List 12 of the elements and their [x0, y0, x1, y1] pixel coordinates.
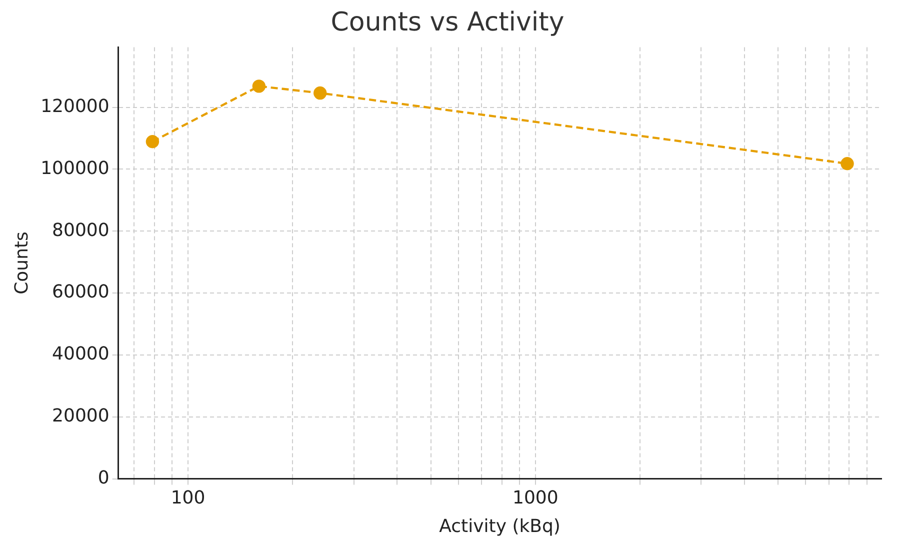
- y-tick-label: 80000: [52, 220, 110, 241]
- y-tick-label: 60000: [52, 282, 110, 303]
- x-tick-label: 1000: [512, 487, 558, 508]
- y-tick-label: 0: [98, 467, 110, 488]
- x-axis-title: Activity (kBq): [439, 516, 560, 537]
- chart-title: Counts vs Activity: [330, 7, 564, 38]
- y-tick-label: 120000: [40, 96, 110, 117]
- x-tick-label: 100: [170, 487, 206, 508]
- y-tick-label: 20000: [52, 406, 110, 427]
- y-axis-title: Counts: [11, 232, 32, 294]
- y-tick-label: 100000: [40, 158, 110, 179]
- y-tick-label: 40000: [52, 344, 110, 365]
